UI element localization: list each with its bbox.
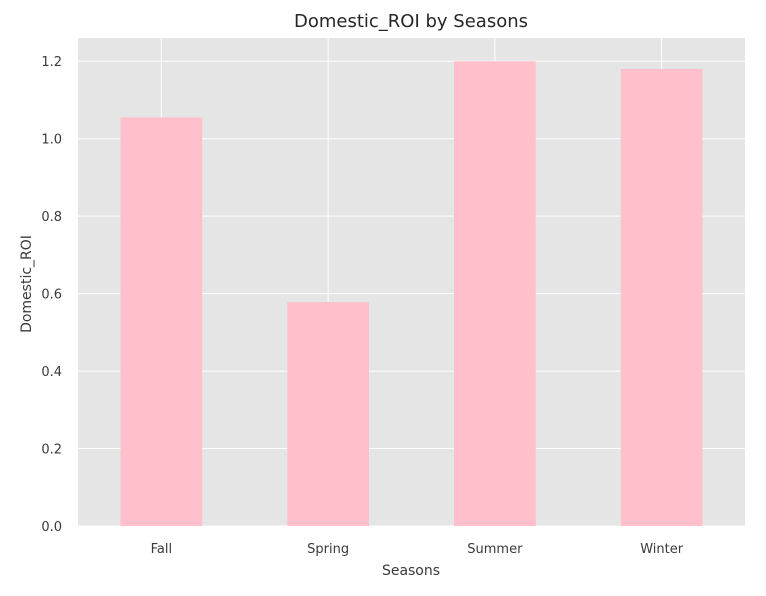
y-tick-label: 0.6 — [41, 288, 62, 303]
bar-fall — [120, 117, 203, 527]
x-tick-label: Fall — [151, 542, 172, 557]
bar-spring — [287, 302, 369, 526]
y-tick-label: 0.4 — [41, 365, 62, 380]
bar-winter — [620, 68, 703, 526]
y-tick-label: 1.0 — [41, 133, 62, 148]
x-axis-ticks: Fall Spring Summer Winter — [151, 542, 684, 557]
y-axis-ticks: 0.0 0.2 0.4 0.6 0.8 1.0 1.2 — [41, 55, 62, 535]
bar-summer — [454, 61, 536, 526]
y-tick-label: 0.8 — [41, 210, 62, 225]
x-axis-label: Seasons — [382, 563, 440, 579]
bars — [120, 61, 703, 527]
x-tick-label: Summer — [467, 542, 523, 557]
y-tick-label: 1.2 — [41, 55, 62, 70]
x-tick-label: Winter — [640, 542, 684, 557]
chart-title: Domestic_ROI by Seasons — [294, 11, 528, 32]
y-axis-label: Domestic_ROI — [19, 235, 35, 333]
y-tick-label: 0.2 — [41, 443, 62, 458]
x-tick-label: Spring — [307, 542, 349, 557]
y-tick-label: 0.0 — [41, 520, 62, 535]
